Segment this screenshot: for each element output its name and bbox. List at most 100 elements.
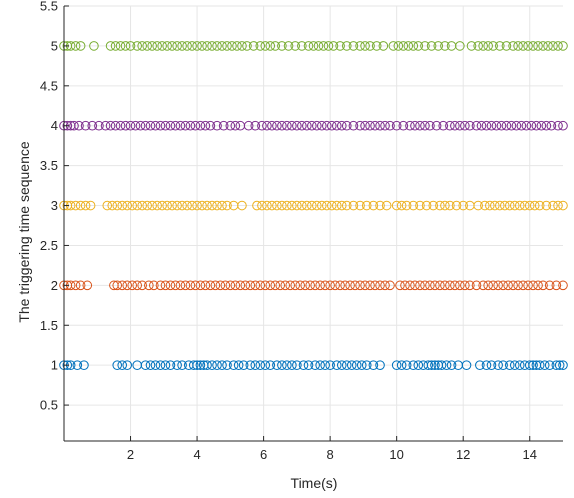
data-point [391,200,402,211]
data-point [192,360,202,370]
data-point [297,120,307,131]
data-point [218,120,229,131]
data-point [155,360,166,370]
data-point [80,120,91,131]
data-point [341,360,352,370]
y-tick-label: 3 [51,198,58,213]
data-point [122,360,133,370]
data-point [250,360,261,370]
data-point [155,280,166,291]
data-point [137,280,147,291]
data-point [233,360,244,370]
data-point [385,280,395,291]
data-point [543,41,553,51]
data-point [69,120,79,131]
data-point [318,41,329,51]
data-point [428,200,439,211]
data-point [188,360,199,370]
data-point [238,360,249,370]
x-tick-label: 12 [456,447,470,462]
data-point [491,120,502,131]
data-point [396,200,407,211]
x-tick-label: 6 [260,447,267,462]
data-point [260,41,271,51]
data-point [494,200,505,211]
data-point [200,280,211,291]
data-point [538,280,548,291]
data-point [548,200,558,211]
data-point [180,280,191,291]
data-point [117,200,128,211]
data-point [536,120,547,131]
data-point [471,120,482,131]
data-point [303,41,314,51]
y-tick-label: 2 [51,278,58,293]
data-point [192,41,202,51]
data-point [440,41,450,51]
data-point [85,200,96,211]
data-point [312,200,322,211]
data-point [182,200,192,211]
data-point [391,120,402,131]
tick-labels: 2 4 6 8 10 12 14 0.5 1 1.5 2 2.5 3 3.5 4 4.5 5 5.5 [40,0,537,462]
data-point [370,120,380,131]
data-point [514,200,525,211]
data-point [365,280,375,291]
data-point [519,200,530,211]
data-point [70,200,81,211]
data-point [242,41,252,51]
data-point [307,200,317,211]
data-point [355,280,365,291]
data-point [435,280,445,291]
data-point [348,120,359,131]
data-point [222,360,232,370]
data-point [425,120,435,131]
data-point [538,41,548,51]
series-group [59,280,568,291]
data-point [195,120,206,131]
data-point [165,280,176,291]
data-point [558,41,568,51]
data-point [430,280,440,291]
data-point [107,200,118,211]
data-point [425,280,435,291]
data-point [503,280,513,291]
data-point [130,120,141,131]
data-point [212,360,222,370]
data-point [331,200,342,211]
data-point [290,41,301,51]
data-point [553,200,563,211]
data-point [493,360,503,370]
data-point [513,280,523,291]
data-point [533,280,543,291]
data-point [287,120,297,131]
data-point [415,200,425,211]
data-point [225,120,236,131]
data-point [445,280,455,291]
data-point [315,280,325,291]
data-point [292,360,302,370]
data-point [282,120,292,131]
data-point [370,280,380,291]
series-group [59,360,568,370]
data-point [287,200,297,211]
data-point [335,280,345,291]
data-point [272,120,282,131]
data-point [356,360,367,370]
data-point [302,200,312,211]
data-point [508,41,518,51]
data-point [240,280,251,291]
data-point [481,120,492,131]
data-point [523,280,533,291]
data-point [420,280,430,291]
data-point [544,280,555,291]
data-point [180,120,191,131]
data-point [523,41,533,51]
data-point [403,41,414,51]
data-point [222,200,232,211]
data-point [498,360,508,370]
data-point [102,200,113,211]
data-point [312,120,322,131]
data-point [355,120,365,131]
data-point [348,200,359,211]
